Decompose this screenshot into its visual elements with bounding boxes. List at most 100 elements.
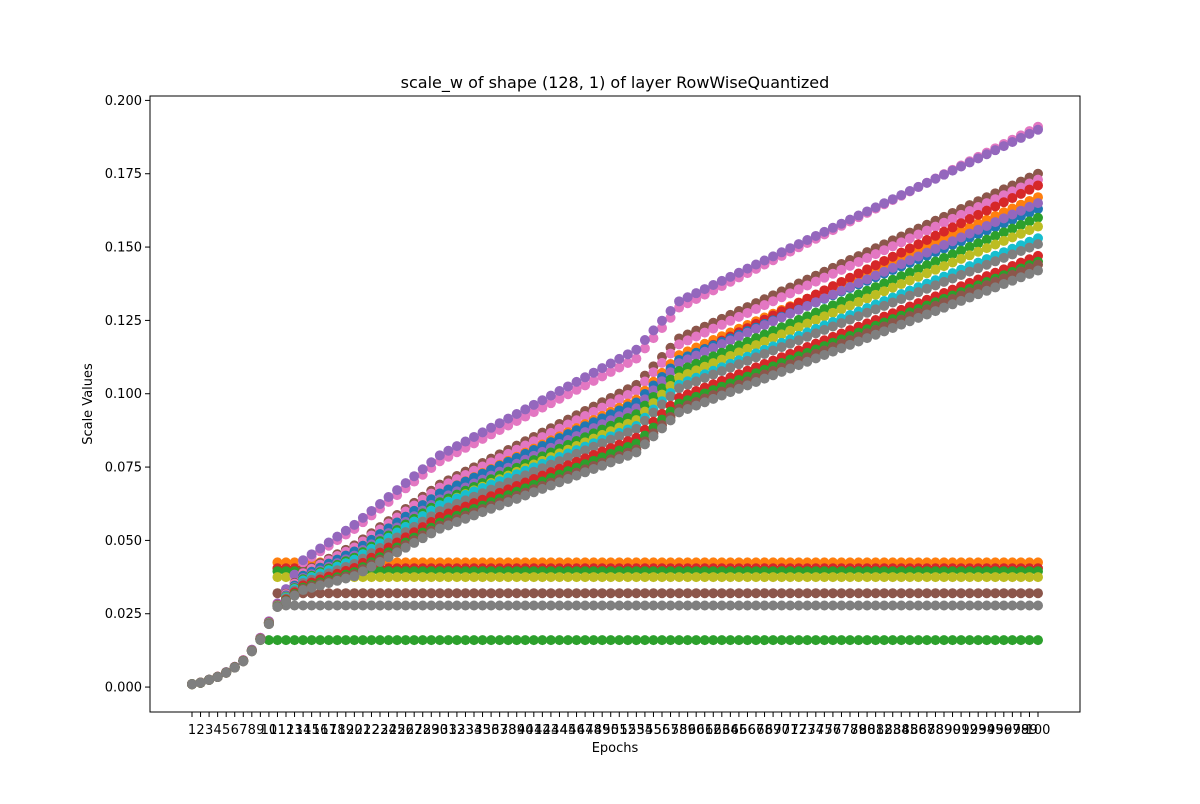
x-tick-label: 43 bbox=[543, 723, 560, 738]
flat-series-point bbox=[400, 588, 411, 599]
growing-series-point bbox=[956, 161, 967, 172]
growing-series-point bbox=[879, 326, 890, 337]
growing-series-point bbox=[281, 596, 291, 607]
growing-series-point bbox=[597, 363, 608, 374]
flat-series-point bbox=[1007, 588, 1018, 599]
growing-series-point bbox=[990, 145, 1001, 156]
growing-series-point bbox=[622, 390, 633, 401]
flat-series-point bbox=[528, 572, 539, 583]
growing-series-point bbox=[340, 573, 351, 584]
growing-series-point bbox=[870, 270, 881, 281]
flat-series-point bbox=[699, 572, 710, 583]
growing-series-point bbox=[879, 198, 890, 209]
growing-series-point bbox=[802, 293, 813, 304]
growing-series-point bbox=[708, 358, 719, 369]
x-tick-label: 72 bbox=[790, 723, 807, 738]
growing-series-point bbox=[921, 177, 932, 188]
flat-series-point bbox=[793, 635, 804, 646]
x-tick-label: 83 bbox=[884, 723, 901, 738]
growing-series-point bbox=[708, 369, 719, 380]
growing-series-point bbox=[571, 448, 582, 459]
growing-series-point bbox=[793, 322, 804, 333]
x-axis: 1 2 3 4 5 6 7 8 91011121314151617181920212223242… bbox=[188, 712, 1050, 738]
growing-series-point bbox=[921, 268, 932, 279]
growing-series-point bbox=[981, 259, 992, 270]
growing-series-point bbox=[434, 450, 445, 461]
flat-series-point bbox=[323, 588, 334, 599]
flat-series-point bbox=[939, 572, 949, 583]
growing-series-point bbox=[742, 327, 753, 338]
flat-series-point bbox=[614, 635, 625, 646]
growing-series-point bbox=[870, 304, 881, 315]
growing-series-point bbox=[716, 319, 727, 330]
flat-series-point bbox=[375, 572, 385, 583]
growing-series-point bbox=[956, 245, 967, 256]
growing-series-point bbox=[443, 445, 454, 456]
growing-series-point bbox=[956, 218, 967, 229]
x-axis-label: Epochs bbox=[592, 741, 639, 756]
growing-series-point bbox=[810, 315, 821, 326]
growing-series-point bbox=[981, 285, 992, 296]
flat-series-point bbox=[836, 635, 847, 646]
growing-series-point bbox=[947, 299, 958, 310]
growing-series-point bbox=[981, 149, 992, 160]
growing-series-point bbox=[939, 302, 949, 313]
growing-series-point bbox=[340, 525, 351, 536]
flat-series-point bbox=[366, 635, 377, 646]
growing-series-point bbox=[862, 264, 873, 275]
growing-series-point bbox=[1007, 136, 1018, 147]
growing-series-point bbox=[631, 385, 642, 396]
flat-series-point bbox=[665, 588, 676, 599]
flat-series-point bbox=[1024, 635, 1035, 646]
growing-series-point bbox=[289, 569, 300, 580]
growing-series-point bbox=[768, 345, 779, 356]
growing-series-point bbox=[810, 353, 821, 364]
growing-series-point bbox=[998, 213, 1009, 224]
flat-series-point bbox=[973, 600, 984, 611]
growing-series-point bbox=[631, 344, 642, 355]
growing-series-point bbox=[802, 331, 813, 342]
growing-series-point bbox=[845, 314, 855, 325]
flat-series-point bbox=[674, 600, 685, 611]
flat-series-point bbox=[742, 635, 753, 646]
flat-series-point bbox=[563, 588, 573, 599]
growing-series-point bbox=[733, 359, 744, 370]
growing-series-point bbox=[862, 274, 873, 285]
flat-series-point bbox=[426, 572, 437, 583]
x-tick-label: 92 bbox=[961, 723, 978, 738]
x-tick-label: 67 bbox=[748, 723, 765, 738]
growing-series-point bbox=[879, 300, 890, 311]
flat-series-point bbox=[383, 588, 394, 599]
flat-series-point bbox=[417, 588, 428, 599]
growing-series-point bbox=[375, 498, 385, 509]
growing-series-point bbox=[887, 262, 898, 273]
flat-series-point bbox=[639, 600, 650, 611]
growing-series-point bbox=[836, 343, 847, 354]
x-tick-label: 77 bbox=[833, 723, 850, 738]
growing-series-point bbox=[657, 376, 667, 387]
growing-series-point bbox=[563, 452, 573, 463]
flat-series-point bbox=[554, 572, 565, 583]
flat-series-point bbox=[845, 588, 855, 599]
flat-series-point bbox=[366, 600, 377, 611]
flat-series-point bbox=[1015, 635, 1026, 646]
flat-series-point bbox=[836, 588, 847, 599]
growing-series-point bbox=[973, 263, 984, 274]
growing-series-point bbox=[862, 293, 873, 304]
growing-series-point bbox=[896, 190, 907, 201]
growing-series-point bbox=[691, 350, 702, 361]
growing-series-point bbox=[768, 316, 779, 327]
growing-series-point bbox=[614, 362, 625, 373]
flat-series-point bbox=[733, 635, 744, 646]
x-tick-label: 74 bbox=[808, 723, 825, 738]
flat-series-point bbox=[913, 572, 924, 583]
growing-series-point bbox=[768, 325, 779, 336]
flat-series-point bbox=[1015, 572, 1026, 583]
growing-series-point bbox=[263, 619, 274, 630]
y-tick-label: 0.175 bbox=[105, 167, 142, 182]
flat-series-point bbox=[469, 572, 479, 583]
x-tick-label: 15 bbox=[303, 723, 320, 738]
flat-series-point bbox=[375, 588, 385, 599]
growing-series-point bbox=[588, 463, 599, 474]
